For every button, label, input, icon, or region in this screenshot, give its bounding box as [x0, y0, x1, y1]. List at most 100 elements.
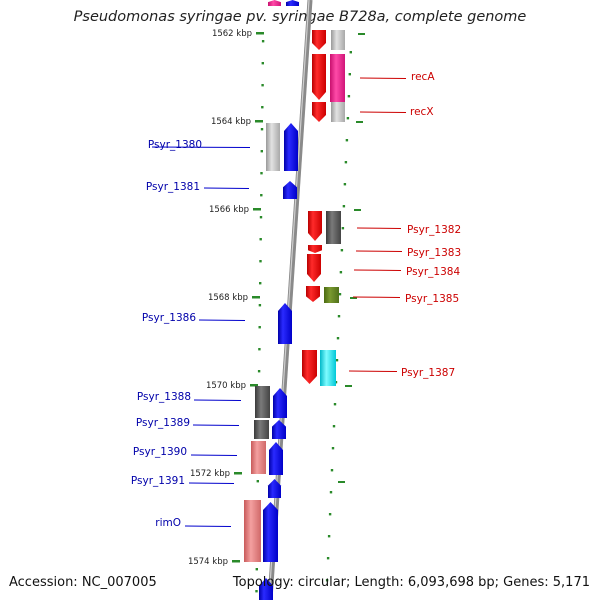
tick-dot — [261, 106, 264, 109]
gene-feature — [312, 54, 326, 100]
gene-label-forward: Psyr_1380 — [148, 139, 202, 151]
label-leader-line — [203, 187, 250, 189]
tick-dot — [258, 348, 261, 351]
label-leader-line — [359, 111, 407, 113]
gene-label-forward: Psyr_1381 — [146, 181, 200, 193]
tick-dot — [327, 535, 331, 538]
tick-dot — [255, 568, 258, 571]
tick-dot — [339, 271, 343, 274]
tick-dot — [342, 205, 346, 208]
gene-feature — [326, 211, 341, 244]
tick-dot — [331, 447, 335, 450]
gene-feature — [278, 303, 292, 344]
gene-feature — [273, 388, 287, 418]
tick-dot — [343, 183, 347, 186]
tick-dot — [260, 172, 263, 175]
scale-tick-label: 1562 kbp — [212, 29, 252, 39]
gene-label-reverse: Psyr_1382 — [407, 224, 461, 236]
scale-tick-label: 1570 kbp — [206, 381, 246, 391]
tick-dot — [349, 51, 352, 54]
tick-dash — [354, 209, 361, 211]
label-leader-line — [198, 319, 246, 321]
accession-text: Accession: NC_007005 — [9, 575, 157, 590]
tick-dot — [344, 161, 348, 164]
tick-dot — [325, 579, 329, 582]
scale-tick-mark — [253, 208, 261, 211]
gene-feature — [254, 420, 269, 439]
gene-feature — [266, 123, 280, 171]
gene-label-forward: Psyr_1386 — [142, 312, 196, 324]
tick-dot — [259, 216, 263, 219]
label-leader-line — [352, 296, 401, 298]
gene-label-reverse: Psyr_1385 — [405, 293, 459, 305]
tick-dot — [335, 359, 339, 362]
tick-dot — [259, 260, 262, 263]
tick-dot — [330, 469, 334, 472]
label-leader-line — [359, 77, 407, 79]
label-leader-line — [355, 250, 403, 252]
tick-dot — [258, 304, 262, 307]
scale-tick-label: 1572 kbp — [190, 469, 230, 479]
genome-backbone — [267, 0, 313, 600]
gene-feature — [268, 479, 281, 498]
tick-dash — [345, 385, 352, 387]
gene-feature — [268, 0, 281, 6]
tick-dash — [358, 33, 365, 35]
gene-feature — [286, 0, 299, 6]
gene-label-reverse: recA — [411, 71, 435, 83]
tick-dot — [346, 117, 350, 120]
label-leader-line — [193, 399, 242, 401]
gene-label-forward: Psyr_1390 — [133, 446, 187, 458]
scale-tick-mark — [250, 384, 258, 387]
gene-feature — [320, 350, 336, 386]
label-leader-line — [192, 424, 240, 426]
gene-feature — [307, 254, 321, 282]
gene-label-reverse: Psyr_1387 — [401, 367, 455, 379]
gene-feature — [331, 102, 345, 122]
gene-feature — [308, 245, 322, 253]
tick-dot — [257, 370, 261, 373]
tick-dot — [348, 73, 351, 76]
gene-feature — [269, 442, 283, 475]
label-leader-line — [356, 227, 402, 229]
label-leader-line — [151, 146, 251, 148]
tick-dash — [350, 297, 357, 299]
tick-dot — [329, 491, 333, 494]
gene-feature — [302, 350, 317, 384]
scale-tick-mark — [255, 120, 263, 123]
scale-tick-mark — [252, 296, 260, 299]
gene-label-reverse: Psyr_1384 — [406, 266, 460, 278]
gene-label-forward: Psyr_1391 — [131, 475, 185, 487]
tick-dot — [261, 62, 264, 65]
tick-dot — [261, 84, 264, 87]
label-leader-line — [188, 482, 235, 484]
tick-dash — [356, 121, 363, 123]
tick-dot — [260, 128, 264, 131]
label-leader-line — [348, 370, 398, 372]
tick-dot — [256, 480, 259, 483]
gene-feature — [308, 211, 322, 241]
gene-feature — [251, 441, 266, 474]
tick-dot — [347, 95, 351, 98]
scale-ticks: 1562 kbp 1564 kbp 1566 kbp 1568 kbp 1570 kbp… — [188, 29, 264, 567]
gene-feature — [272, 420, 286, 439]
tick-dot — [336, 337, 340, 340]
gene-feature — [330, 54, 345, 102]
scale-tick-label: 1568 kbp — [208, 293, 248, 303]
tick-dot — [326, 557, 330, 560]
gene-feature — [255, 386, 270, 418]
gene-feature — [312, 102, 326, 122]
gene-feature — [331, 30, 345, 50]
scale-tick-mark — [232, 560, 240, 563]
gene-feature — [324, 287, 339, 303]
map-title: Pseudomonas syringae pv. syringae B728a,… — [73, 9, 527, 25]
scale-tick-mark — [256, 32, 264, 35]
tick-dot — [333, 403, 337, 406]
tick-dot — [259, 282, 262, 285]
label-leader-line — [190, 454, 238, 456]
gene-feature — [259, 578, 273, 600]
tick-dot — [341, 227, 345, 230]
scale-tick-label: 1574 kbp — [188, 557, 228, 567]
gene-label-forward: rimO — [155, 517, 181, 529]
gene-label-forward: Psyr_1388 — [137, 391, 191, 403]
